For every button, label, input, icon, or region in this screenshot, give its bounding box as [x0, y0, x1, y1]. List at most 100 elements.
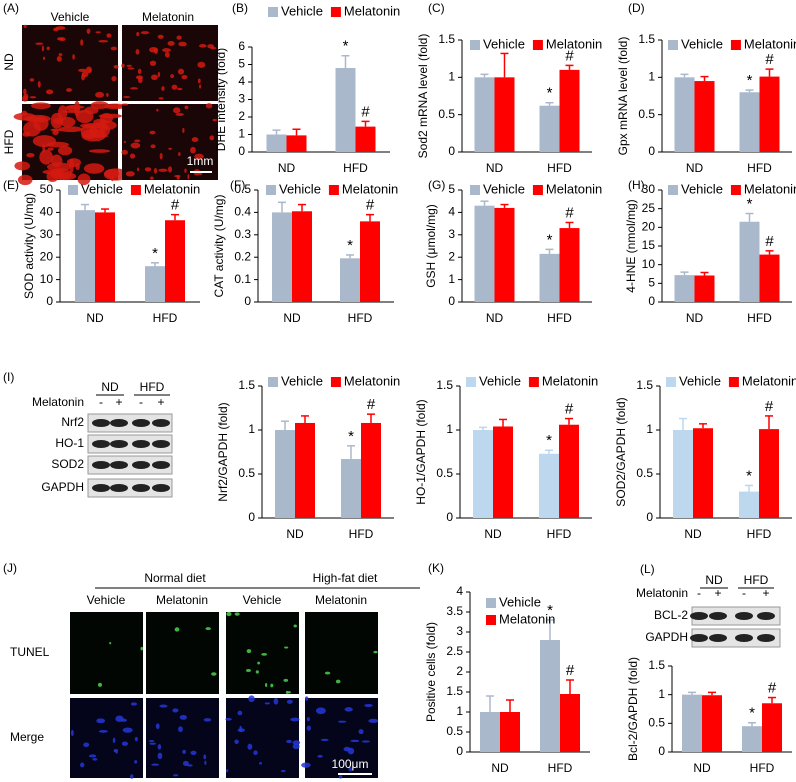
stain	[361, 740, 371, 743]
bar	[295, 422, 315, 518]
stain	[280, 769, 286, 773]
stain	[150, 176, 154, 180]
legend-swatch	[668, 40, 678, 50]
bar	[694, 275, 715, 302]
legend-swatch	[486, 598, 496, 608]
bar	[694, 81, 715, 152]
stain	[350, 739, 360, 743]
x-tick-label: ND	[278, 161, 296, 175]
band	[132, 440, 150, 448]
stain	[204, 760, 207, 765]
error-bar	[765, 68, 774, 77]
stain	[173, 107, 181, 114]
blot	[87, 413, 173, 433]
stain	[77, 68, 88, 73]
error-bar	[500, 203, 509, 208]
bar	[762, 703, 782, 752]
y-tick-label: 0.5	[238, 466, 255, 480]
band	[690, 612, 708, 620]
treatment-label: Melatonin	[636, 586, 688, 600]
y-tick-label: 1	[648, 70, 655, 84]
stain	[157, 34, 164, 39]
x-tick-label: HFD	[747, 161, 772, 175]
stain	[198, 44, 207, 48]
error-bar	[486, 695, 494, 712]
stain	[88, 754, 97, 758]
stain	[211, 672, 217, 676]
band	[92, 461, 110, 469]
stain	[98, 113, 122, 119]
bar	[500, 712, 520, 752]
bar	[360, 221, 380, 302]
significance-mark: #	[361, 103, 370, 120]
band	[735, 612, 753, 620]
stain	[368, 718, 379, 723]
significance-mark: #	[565, 204, 574, 221]
error-bar	[688, 691, 696, 695]
legend-swatch	[466, 377, 476, 387]
stain	[304, 696, 309, 701]
error-bar	[101, 208, 109, 213]
significance-mark: #	[566, 662, 575, 679]
stain	[184, 105, 189, 110]
stain	[178, 726, 183, 733]
legend-swatch	[328, 185, 339, 195]
panel-label: (G)	[428, 178, 445, 192]
x-tick-label: ND	[86, 311, 104, 325]
error-bar	[546, 619, 554, 640]
panel-label: (I)	[3, 370, 14, 384]
error-bar	[361, 120, 370, 127]
bar	[165, 220, 185, 302]
stain	[17, 174, 33, 186]
stain	[172, 708, 179, 713]
stain	[77, 173, 91, 186]
y-axis-label: Gpx mRNA level (fold)	[616, 37, 630, 156]
bar	[739, 221, 760, 302]
x-tick-label: ND	[283, 311, 301, 325]
stain	[97, 682, 103, 687]
legend-label: Melatonin	[144, 181, 200, 196]
error-bar	[679, 417, 687, 430]
legend-label: Vehicle	[81, 181, 123, 196]
y-tick-label: 0	[446, 510, 453, 524]
legend-swatch	[130, 185, 141, 195]
protein-label: GAPDH	[645, 630, 688, 644]
stain	[140, 646, 143, 651]
x-tick-label: ND	[686, 161, 704, 175]
stain	[46, 171, 59, 183]
significance-mark: #	[367, 396, 376, 413]
stain	[285, 690, 289, 694]
stain	[26, 153, 35, 158]
stain	[29, 78, 35, 82]
column-label: Vehicle	[51, 10, 90, 24]
stain	[42, 56, 46, 61]
bar	[540, 640, 560, 752]
stain	[292, 740, 301, 745]
error-bar	[565, 64, 574, 70]
stain	[176, 87, 183, 91]
stain	[364, 703, 373, 708]
row-label: ND	[2, 53, 16, 71]
stain	[161, 86, 165, 91]
stain	[29, 96, 37, 99]
panel-label: (J)	[3, 561, 17, 575]
bar	[702, 695, 722, 752]
stain	[246, 649, 252, 654]
micrograph	[146, 698, 219, 778]
y-tick-label: 5	[238, 57, 245, 71]
x-tick-label: HFD	[547, 527, 572, 541]
y-axis-label: SOD2/GAPDH (fold)	[614, 397, 628, 506]
y-tick-label: 20	[40, 249, 54, 263]
stain	[176, 35, 182, 40]
error-bar	[506, 699, 514, 712]
bar	[559, 424, 579, 518]
bar	[673, 430, 693, 518]
panel-label: (H)	[628, 178, 645, 192]
bar	[355, 126, 376, 152]
legend-swatch	[268, 377, 278, 387]
stain	[170, 74, 175, 79]
stain	[22, 95, 29, 102]
stain	[174, 627, 180, 632]
stain	[164, 51, 170, 58]
